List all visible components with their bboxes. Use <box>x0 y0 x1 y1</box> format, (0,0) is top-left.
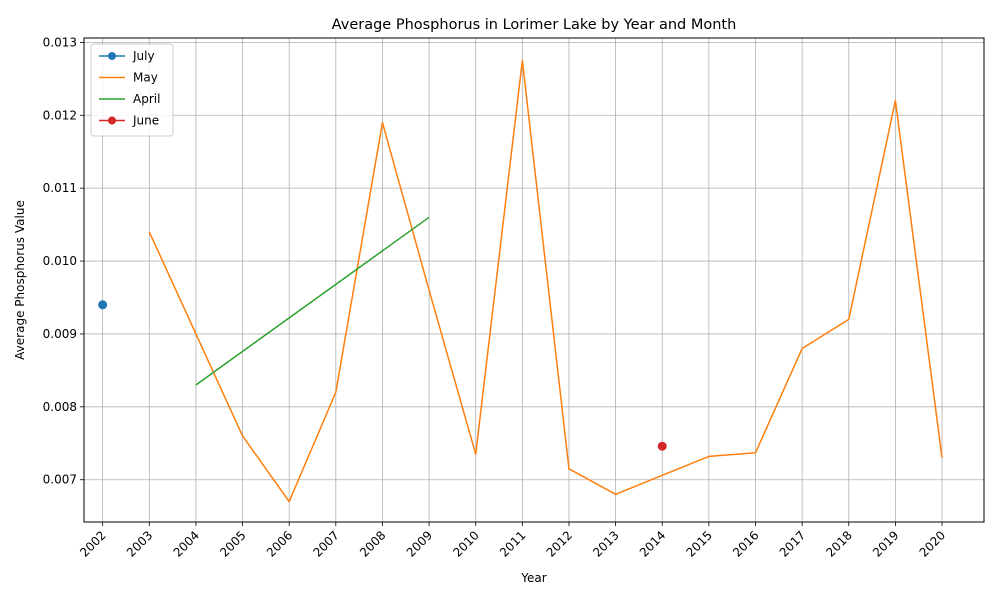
legend-marker-june <box>108 116 116 125</box>
y-tick-label: 0.008 <box>43 400 77 414</box>
grid-lines <box>84 38 984 522</box>
legend: July May April June <box>90 43 174 137</box>
chart-title: Average Phosphorus in Lorimer Lake by Ye… <box>332 17 737 33</box>
data-point-june <box>657 441 667 451</box>
series-line-may <box>148 59 943 503</box>
y-tick-label: 0.007 <box>43 473 77 487</box>
y-axis-ticks: 0.007 0.008 0.009 0.010 0.011 0.012 0.013 <box>43 35 84 487</box>
y-tick-label: 0.010 <box>43 254 77 268</box>
y-axis-label: Average Phosphorus Value <box>13 200 27 360</box>
legend-label-april: April <box>133 92 160 106</box>
legend-label-june: June <box>132 114 159 128</box>
y-tick-label: 0.009 <box>43 327 77 341</box>
legend-box <box>90 43 174 137</box>
y-tick-label: 0.012 <box>43 108 77 122</box>
legend-label-may: May <box>133 71 158 85</box>
y-tick-label: 0.013 <box>43 35 77 49</box>
legend-marker-july <box>108 52 116 60</box>
data-point-july <box>98 300 108 310</box>
series-layer <box>98 59 943 503</box>
plot-frame <box>83 37 985 523</box>
y-tick-label: 0.011 <box>43 181 77 195</box>
x-axis-label: Year <box>520 571 546 585</box>
series-line-april <box>195 216 430 386</box>
legend-label-july: July <box>132 49 155 63</box>
